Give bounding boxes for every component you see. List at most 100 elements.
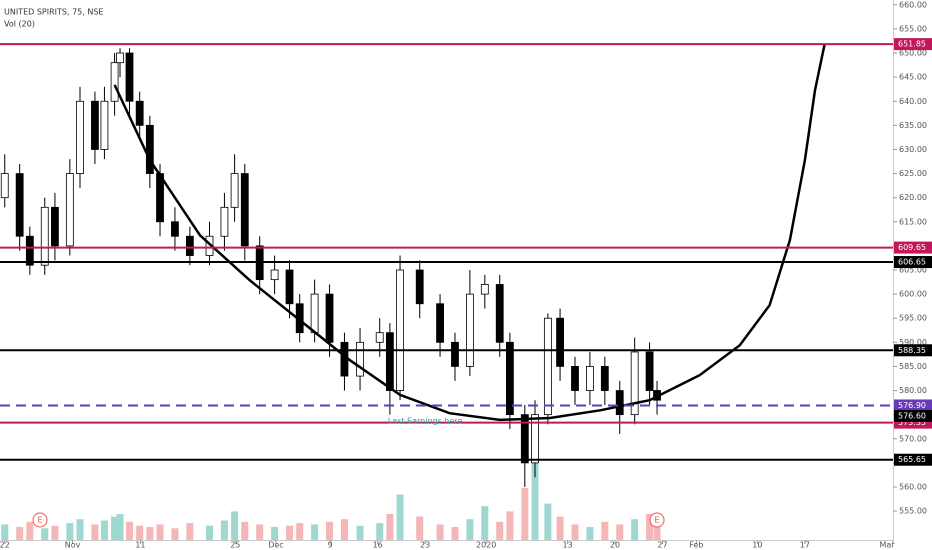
candle-body xyxy=(375,332,384,343)
level-label: 588.35 xyxy=(898,346,926,355)
candle-body xyxy=(600,366,609,391)
y-tick-label: 630.00 xyxy=(899,145,927,154)
volume-bar xyxy=(506,511,514,540)
y-tick-label: 660.00 xyxy=(899,0,927,9)
y-tick-label: 655.00 xyxy=(899,24,927,33)
x-tick-label: Nov xyxy=(65,541,81,550)
candle-body xyxy=(185,235,194,256)
candle-body xyxy=(465,293,474,367)
y-tick-label: 585.00 xyxy=(899,362,927,371)
candle-body xyxy=(556,317,564,367)
x-tick-label: 25 xyxy=(230,541,240,550)
volume-bar xyxy=(601,521,609,540)
candle-body xyxy=(230,173,239,208)
volume-bar xyxy=(220,520,228,540)
x-tick-label: 10 xyxy=(752,541,762,550)
candle-body xyxy=(100,100,109,150)
annotation: Last Earnings here xyxy=(388,417,463,426)
candle-body xyxy=(25,235,34,266)
volume-bar xyxy=(416,516,424,540)
candle-body xyxy=(310,293,319,334)
candle-body xyxy=(145,124,154,174)
y-tick-label: 625.00 xyxy=(899,169,927,178)
candle-body xyxy=(325,293,334,343)
volume-bar xyxy=(386,514,394,540)
volume-bar xyxy=(531,449,539,540)
candle-body xyxy=(520,414,529,464)
last-price-box xyxy=(894,409,932,422)
y-tick-label: 590.00 xyxy=(899,338,927,347)
level-label: 651.85 xyxy=(898,40,926,49)
volume-bar xyxy=(241,521,249,540)
y-tick-label: 645.00 xyxy=(899,73,927,82)
volume-bar xyxy=(376,523,384,540)
x-tick-label: 2020 xyxy=(476,541,496,550)
volume-bar xyxy=(146,527,154,540)
candle-body xyxy=(396,269,404,391)
level-label: 565.65 xyxy=(898,455,926,464)
candle-body xyxy=(91,100,99,150)
volume-bar xyxy=(466,519,474,540)
volume-bar xyxy=(286,525,294,540)
candle-body xyxy=(415,269,424,305)
volume-bar xyxy=(1,524,9,540)
candle-body xyxy=(645,351,654,391)
candle-body xyxy=(505,341,514,416)
candle-body xyxy=(571,366,579,391)
trend-curve xyxy=(113,44,826,422)
volume-bar xyxy=(136,525,144,540)
x-tick-label: 27 xyxy=(657,541,667,550)
x-tick-label: Mar xyxy=(879,541,895,550)
level-label: 606.65 xyxy=(898,258,926,267)
volume-bar xyxy=(451,527,459,540)
x-tick-label: 23 xyxy=(420,541,430,550)
candle-body xyxy=(285,269,294,305)
y-tick-label: 635.00 xyxy=(899,121,927,130)
candle-body xyxy=(531,414,539,464)
x-tick-label: 9 xyxy=(328,541,333,550)
candle-body xyxy=(356,341,364,377)
y-tick-label: 600.00 xyxy=(899,290,927,299)
volume-bar xyxy=(586,527,594,540)
volume-bar xyxy=(186,523,194,540)
candle-body xyxy=(116,52,124,64)
volume-bar xyxy=(616,524,624,540)
volume-bar xyxy=(116,514,124,540)
x-tick-label: Dec xyxy=(268,541,283,550)
volume-bar xyxy=(231,511,239,540)
volume-bar xyxy=(76,519,84,540)
candle-body xyxy=(110,62,119,102)
candle-body xyxy=(630,351,639,416)
candle-body xyxy=(15,173,24,237)
y-tick-label: 620.00 xyxy=(899,193,927,202)
candle-body xyxy=(543,317,552,416)
y-tick-label: 605.00 xyxy=(899,266,927,275)
volume-bar xyxy=(171,528,179,540)
volume-bar xyxy=(653,521,661,540)
x-tick-label: 13 xyxy=(562,541,572,550)
candle-body xyxy=(240,173,249,247)
volume-bar xyxy=(340,519,348,540)
volume-bar xyxy=(496,521,504,540)
x-tick-label: Feb xyxy=(689,541,703,550)
chart-title: UNITED SPIRITS, 75, NSE xyxy=(4,8,103,17)
candle-body xyxy=(220,206,229,237)
volume-bar xyxy=(544,503,552,540)
level-label: 576.90 xyxy=(898,401,926,410)
y-tick-label: 650.00 xyxy=(899,49,927,58)
candle-body xyxy=(615,390,624,416)
x-tick-label: 11 xyxy=(135,541,145,550)
level-label-box xyxy=(894,38,932,51)
volume-bar xyxy=(396,494,404,540)
level-label-box xyxy=(894,453,932,466)
volume-bar xyxy=(631,519,639,540)
candle-body xyxy=(125,52,134,102)
volume-bar xyxy=(156,524,164,540)
volume-bar xyxy=(51,525,59,540)
candle-body xyxy=(171,221,179,237)
y-tick-label: 560.00 xyxy=(899,482,927,491)
earnings-marker xyxy=(649,512,665,528)
x-tick-label: 22 xyxy=(0,541,10,550)
earnings-label: E xyxy=(655,516,660,525)
